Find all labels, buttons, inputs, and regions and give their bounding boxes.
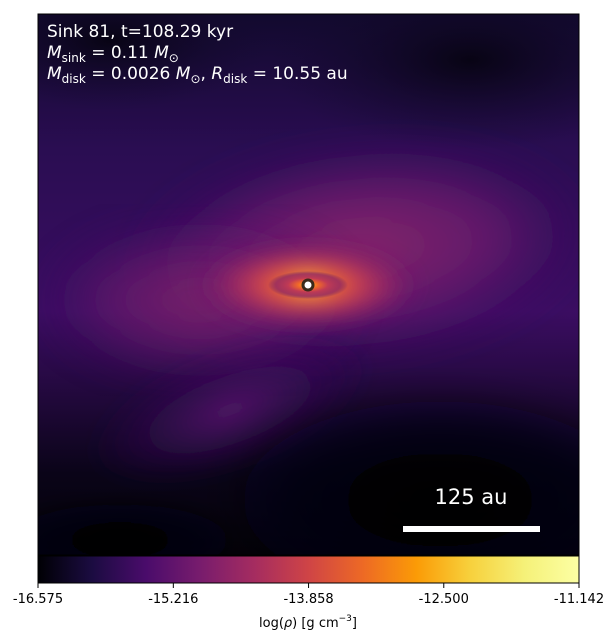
colorbar — [37, 555, 580, 584]
density-map — [38, 14, 579, 555]
msink-label: Msink = 0.11 M⊙ — [47, 43, 179, 65]
colorbar-tick-label: -16.575 — [13, 592, 63, 607]
colorbar-tick-label: -12.500 — [419, 592, 469, 607]
sink-marker-icon — [301, 278, 315, 292]
colorbar-tick-label: -11.142 — [554, 592, 604, 607]
map-frame — [37, 13, 580, 556]
scale-bar — [403, 526, 540, 532]
scale-bar-label: 125 au — [435, 485, 508, 509]
colorbar-label: log(ρ) [g cm−3] — [259, 614, 357, 631]
sink-title: Sink 81, t=108.29 kyr — [47, 22, 233, 42]
colorbar-tick-label: -13.858 — [283, 592, 333, 607]
mdisk-rdisk-label: Mdisk = 0.0026 M⊙, Rdisk = 10.55 au — [47, 64, 348, 86]
colorbar-tick-label: -15.216 — [148, 592, 198, 607]
colorbar-ticks: -16.575 -15.216 -13.858 -12.500 -11.142 — [13, 583, 604, 607]
